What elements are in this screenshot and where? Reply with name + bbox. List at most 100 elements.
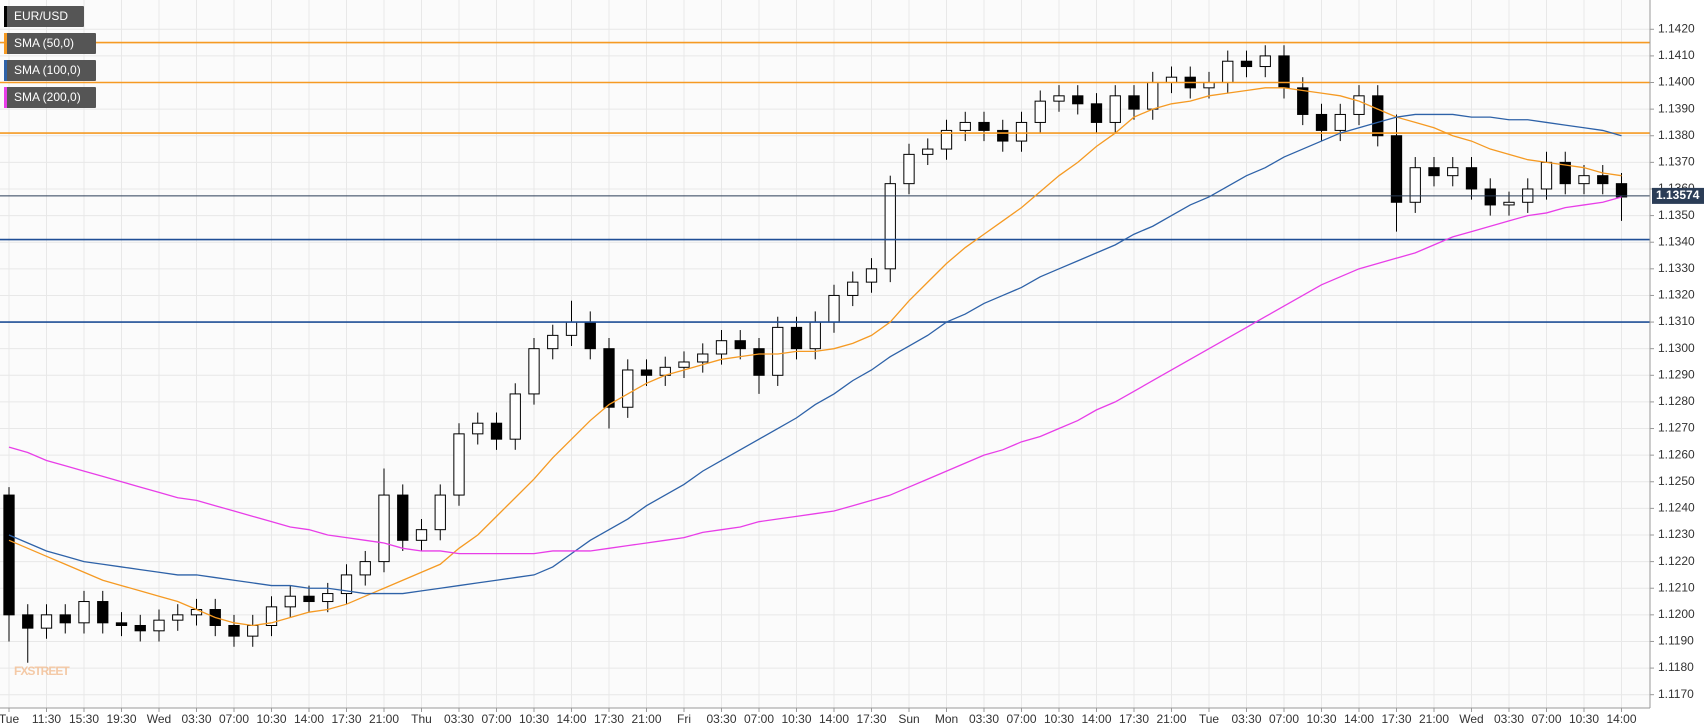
candle-body (1334, 113, 1346, 131)
candle-body (809, 321, 821, 350)
candle-body (547, 334, 559, 350)
y-tick-label: 1.1210 (1658, 580, 1695, 594)
sma-line (8, 87, 1622, 627)
watermark: FXSTREET (14, 664, 70, 678)
legend-label: SMA (50,0) (14, 36, 74, 50)
candle-body (190, 609, 203, 616)
x-tick-label: Sun (898, 712, 919, 726)
candle-body (790, 326, 803, 350)
y-tick-label: 1.1340 (1658, 234, 1695, 248)
x-tick-label: 17:30 (331, 712, 361, 726)
y-tick-label: 1.1290 (1658, 367, 1695, 381)
y-tick-label: 1.1390 (1658, 101, 1695, 115)
candle-body (715, 340, 728, 355)
candle-body (453, 433, 465, 496)
candle-body (1053, 95, 1065, 102)
legend-swatch (4, 87, 7, 108)
marks (3, 45, 1628, 663)
y-tick-label: 1.1270 (1658, 421, 1695, 435)
candle-body (22, 614, 34, 629)
x-tick-label: 21:00 (1156, 712, 1186, 726)
x-tick-label: 03:30 (969, 712, 999, 726)
x-tick-label: Wed (147, 712, 171, 726)
legend-swatch (4, 6, 7, 27)
legend-box (4, 33, 96, 54)
x-tick-label: 14:00 (1344, 712, 1374, 726)
y-tick-label: 1.1370 (1658, 155, 1695, 169)
candle-body (1297, 87, 1309, 115)
x-tick-label: 21:00 (1419, 712, 1449, 726)
candle-body (1353, 95, 1365, 115)
candle-body (565, 321, 578, 336)
candle-body (997, 129, 1009, 142)
candle-body (697, 353, 709, 363)
candle-body (1147, 82, 1159, 110)
candle-body (322, 593, 334, 603)
candle-body (1615, 183, 1628, 198)
candle-body (940, 129, 953, 150)
candle-body (1090, 103, 1103, 123)
legend-label: SMA (100,0) (14, 63, 81, 77)
candle-body (884, 183, 896, 270)
x-tick-label: 21:00 (631, 712, 661, 726)
x-tick-label: 10:30 (1569, 712, 1599, 726)
candle-body (734, 340, 746, 350)
x-tick-label: Thu (411, 712, 432, 726)
candle-body (1259, 55, 1271, 68)
candle-body (359, 561, 371, 576)
x-tick-label: 03:30 (706, 712, 736, 726)
legend-box (4, 87, 96, 108)
x-tick-label: 17:30 (594, 712, 624, 726)
candle-body (528, 348, 540, 395)
legend-label: EUR/USD (14, 9, 68, 23)
x-tick-label: 07:00 (1269, 712, 1299, 726)
y-tick-label: 1.1200 (1658, 607, 1695, 621)
x-tick-label: 14:00 (819, 712, 849, 726)
x-tick-label: 07:00 (1006, 712, 1036, 726)
candle-body (584, 321, 596, 350)
x-tick-label: Fri (677, 712, 691, 726)
candle-body (1128, 95, 1140, 110)
candle-body (40, 614, 53, 629)
candle-body (1409, 167, 1421, 203)
y-tick-label: 1.1310 (1658, 314, 1695, 328)
candle-body (434, 494, 446, 531)
x-tick-label: 10:30 (256, 712, 286, 726)
x-tick-label: 10:30 (781, 712, 811, 726)
candle-body (1540, 161, 1553, 190)
candle-body (378, 494, 390, 563)
candle-body (1447, 167, 1459, 177)
y-tick-label: 1.1230 (1658, 527, 1695, 541)
y-tick-label: 1.1350 (1658, 208, 1695, 222)
candle-body (153, 619, 165, 632)
x-tick-label: 03:30 (1494, 712, 1524, 726)
candle-body (1390, 135, 1403, 203)
candle-body (397, 494, 409, 541)
candle-body (847, 281, 859, 296)
candle-body (509, 393, 521, 440)
candle-body (922, 148, 934, 155)
candle-body (284, 595, 296, 608)
y-tick-label: 1.1400 (1658, 75, 1695, 89)
candle-body (678, 361, 690, 368)
candle-body (1465, 167, 1478, 190)
sma-line (8, 196, 1622, 555)
plot-background (0, 0, 1650, 708)
candle-body (1315, 113, 1328, 131)
candle-body (1597, 175, 1609, 185)
x-tick-label: Tue (1199, 712, 1220, 726)
candle-body (490, 422, 503, 440)
candle-body (247, 624, 259, 637)
y-tick-label: 1.1410 (1658, 48, 1695, 62)
candle-body (865, 268, 878, 283)
candle-body (622, 369, 634, 408)
x-tick-label: 10:30 (1306, 712, 1336, 726)
x-tick-label: 07:00 (744, 712, 774, 726)
x-tick-label: 17:30 (1381, 712, 1411, 726)
y-tick-label: 1.1260 (1658, 447, 1695, 461)
x-tick-label: 14:00 (294, 712, 324, 726)
candle-body (603, 348, 615, 408)
y-tick-label: 1.1300 (1658, 341, 1695, 355)
candle-body (97, 601, 109, 624)
